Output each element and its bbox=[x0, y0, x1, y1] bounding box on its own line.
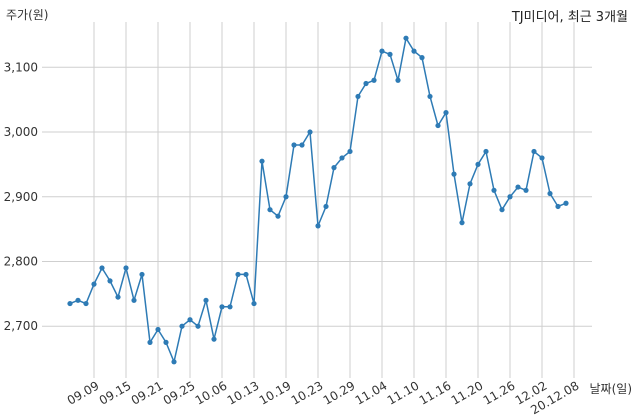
grid-layer bbox=[42, 22, 592, 378]
data-point bbox=[219, 304, 225, 310]
data-point bbox=[83, 300, 89, 307]
x-tick-label-5: 10.13 bbox=[225, 378, 262, 407]
data-point bbox=[459, 220, 465, 226]
data-point bbox=[523, 187, 529, 193]
data-point bbox=[299, 142, 305, 148]
tick-label-layer: 2,700 2,800 2,900 3,000 3,100 09.0909.1509.21… bbox=[4, 60, 582, 417]
x-tick-label-2: 09.21 bbox=[129, 378, 166, 407]
y-tick-label-2: 2,900 bbox=[4, 190, 38, 204]
data-point bbox=[67, 300, 73, 307]
data-point bbox=[211, 336, 217, 342]
data-point bbox=[563, 200, 569, 206]
data-point bbox=[555, 203, 561, 210]
data-point bbox=[531, 148, 537, 155]
data-point bbox=[243, 271, 249, 278]
data-point bbox=[91, 281, 97, 287]
data-point bbox=[379, 48, 385, 54]
x-tick-label-0: 09.09 bbox=[65, 378, 102, 407]
data-point bbox=[467, 181, 473, 187]
data-point bbox=[547, 190, 553, 197]
data-point-layer bbox=[67, 35, 569, 365]
data-point bbox=[107, 278, 113, 284]
x-tick-label-9: 11.04 bbox=[353, 378, 390, 407]
x-tick-label-12: 11.20 bbox=[449, 378, 486, 407]
data-point bbox=[147, 339, 153, 345]
data-point bbox=[283, 194, 289, 200]
x-tick-label-1: 09.15 bbox=[97, 378, 134, 407]
x-axis-label: 날짜(일) bbox=[589, 382, 632, 396]
y-tick-label-0: 2,700 bbox=[4, 319, 38, 333]
x-tick-label-8: 10.29 bbox=[321, 378, 358, 407]
data-point bbox=[387, 51, 393, 57]
data-point bbox=[419, 55, 425, 61]
data-point bbox=[339, 155, 345, 161]
data-point bbox=[203, 297, 209, 303]
data-point bbox=[411, 48, 417, 54]
data-point bbox=[331, 165, 337, 171]
data-point bbox=[307, 129, 313, 135]
data-point bbox=[163, 339, 169, 345]
data-point bbox=[427, 93, 433, 100]
data-point bbox=[259, 158, 265, 164]
y-tick-label-1: 2,800 bbox=[4, 254, 38, 268]
data-point bbox=[483, 148, 489, 155]
x-tick-label-10: 11.10 bbox=[385, 378, 422, 407]
x-tick-label-4: 10.06 bbox=[193, 378, 230, 407]
data-point bbox=[275, 213, 281, 219]
data-point bbox=[395, 77, 401, 83]
data-point bbox=[491, 187, 497, 193]
data-point bbox=[403, 35, 409, 41]
data-point bbox=[507, 194, 513, 200]
data-point bbox=[235, 271, 241, 278]
x-tick-label-7: 10.23 bbox=[289, 378, 326, 407]
x-tick-label-3: 09.25 bbox=[161, 378, 198, 407]
data-point bbox=[539, 155, 545, 161]
x-tick-label-11: 11.16 bbox=[417, 378, 454, 407]
data-point bbox=[267, 207, 273, 213]
data-point bbox=[355, 93, 361, 100]
data-point bbox=[499, 207, 505, 213]
data-point bbox=[435, 122, 441, 129]
data-point bbox=[315, 223, 321, 229]
data-point bbox=[291, 142, 297, 148]
data-point bbox=[155, 326, 161, 333]
data-point bbox=[347, 148, 353, 155]
data-point bbox=[515, 184, 521, 190]
data-point bbox=[227, 304, 233, 310]
x-tick-label-6: 10.19 bbox=[257, 378, 294, 407]
data-point bbox=[123, 265, 129, 271]
data-point bbox=[171, 359, 177, 365]
data-point bbox=[115, 294, 121, 300]
data-point bbox=[131, 297, 137, 303]
data-point bbox=[195, 323, 201, 329]
data-point bbox=[323, 203, 329, 210]
y-axis-label: 주가(원) bbox=[6, 8, 49, 22]
data-point bbox=[99, 265, 105, 271]
data-point bbox=[187, 317, 193, 323]
chart-title: TJ미디어, 최근 3개월 bbox=[511, 10, 628, 25]
data-point bbox=[443, 110, 449, 116]
data-point bbox=[451, 171, 457, 177]
data-point bbox=[251, 300, 257, 307]
y-tick-label-4: 3,100 bbox=[4, 60, 38, 74]
x-tick-label-13: 11.26 bbox=[481, 378, 518, 407]
data-point bbox=[363, 80, 369, 87]
data-point bbox=[179, 323, 185, 329]
data-point bbox=[139, 271, 145, 278]
y-tick-label-3: 3,000 bbox=[4, 125, 38, 139]
data-point bbox=[475, 161, 481, 167]
data-point bbox=[371, 77, 377, 83]
data-point bbox=[75, 297, 81, 303]
